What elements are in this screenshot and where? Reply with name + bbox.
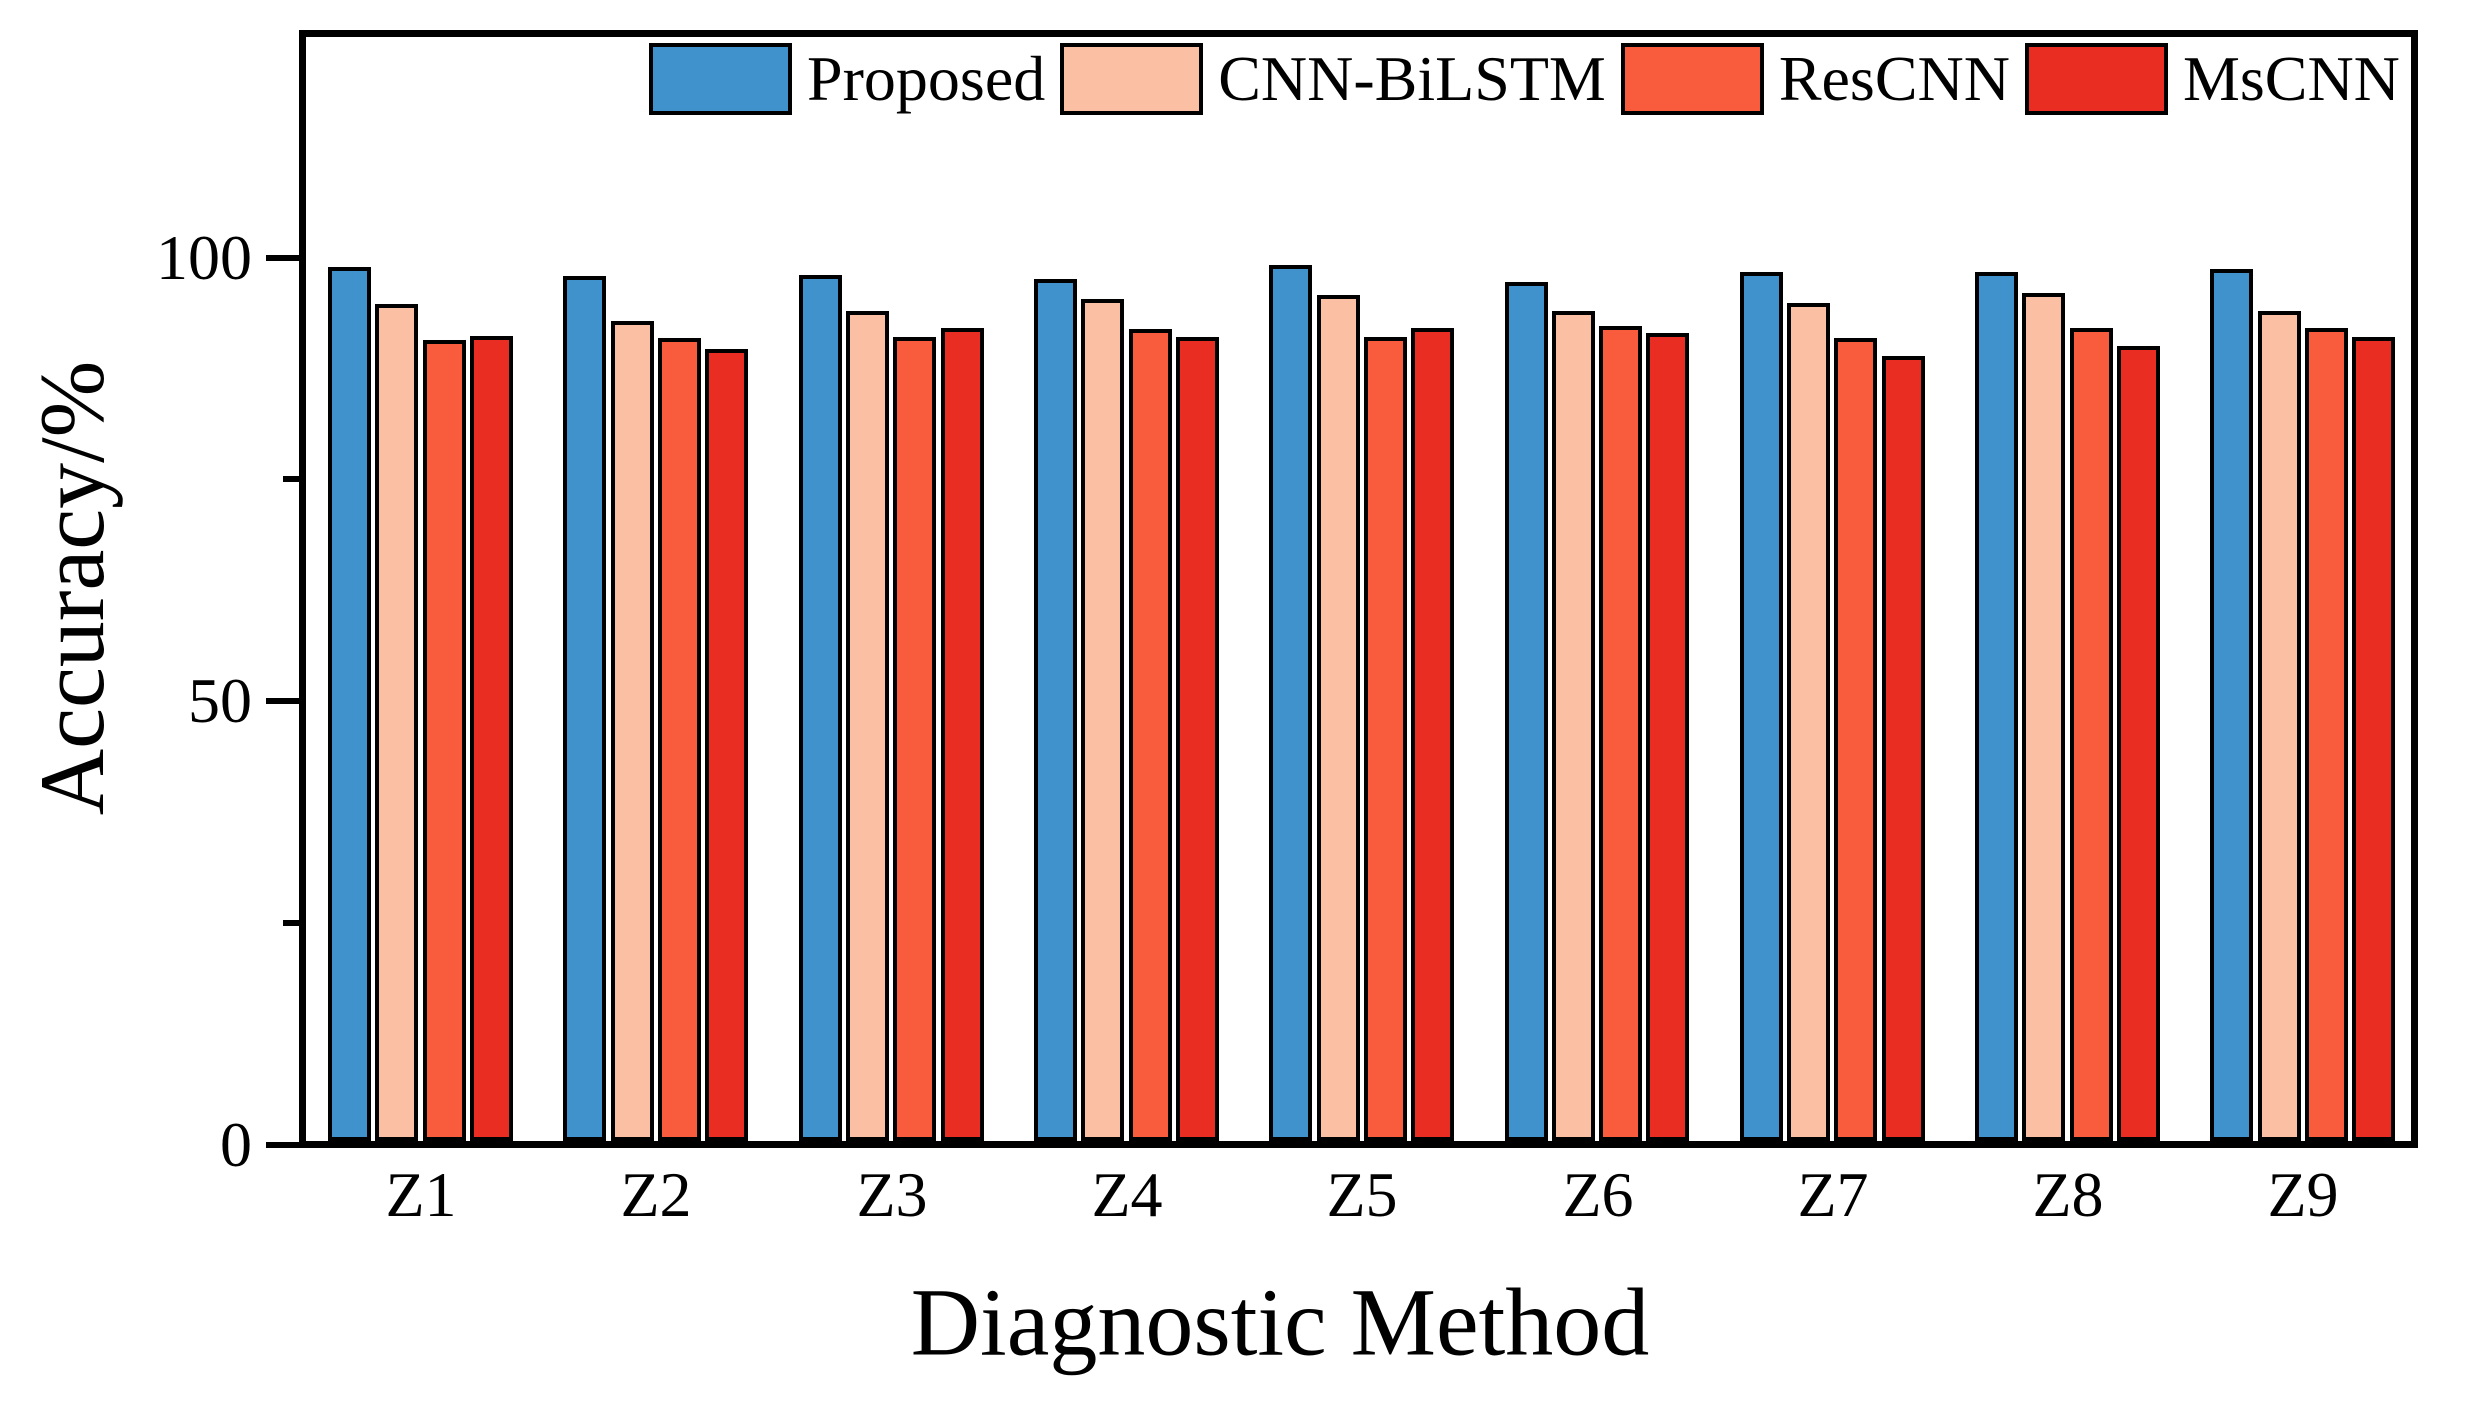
y-tick-label-0: 0 xyxy=(220,1109,252,1180)
bar-z7-mscnn xyxy=(1882,356,1925,1141)
y-tick-label-50: 50 xyxy=(188,665,252,736)
legend: Proposed CNN-BiLSTM ResCNN MsCNN xyxy=(649,43,2400,115)
bar-z6-mscnn xyxy=(1646,333,1689,1141)
bar-z6-proposed xyxy=(1505,282,1548,1141)
bar-z2-cnn-bilstm xyxy=(611,321,654,1141)
y-major-tick-50 xyxy=(266,698,299,704)
bar-z2-mscnn xyxy=(705,349,748,1141)
bar-z5-mscnn xyxy=(1411,328,1454,1141)
bar-z8-proposed xyxy=(1975,272,2018,1141)
bar-z8-mscnn xyxy=(2117,346,2160,1141)
bar-z8-cnn-bilstm xyxy=(2022,293,2065,1141)
legend-swatch-proposed xyxy=(649,43,792,115)
bar-z1-proposed xyxy=(328,267,371,1141)
bar-z3-cnn-bilstm xyxy=(846,311,889,1141)
bar-z5-rescnn xyxy=(1364,337,1407,1141)
x-tick-label-z5: Z5 xyxy=(1326,1159,1398,1230)
bar-z2-proposed xyxy=(563,276,606,1141)
legend-label-proposed: Proposed xyxy=(807,43,1046,114)
bar-z5-cnn-bilstm xyxy=(1317,295,1360,1141)
bar-z1-rescnn xyxy=(423,340,466,1141)
bar-z7-cnn-bilstm xyxy=(1787,303,1830,1141)
x-tick-label-z4: Z4 xyxy=(1091,1159,1163,1230)
bar-z7-rescnn xyxy=(1834,338,1877,1141)
x-tick-label-z8: Z8 xyxy=(2032,1159,2104,1230)
x-tick-label-z7: Z7 xyxy=(1797,1159,1869,1230)
bar-z5-proposed xyxy=(1269,265,1312,1141)
bar-z8-rescnn xyxy=(2070,328,2113,1141)
x-tick-label-z6: Z6 xyxy=(1562,1159,1634,1230)
y-major-tick-0 xyxy=(266,1142,299,1148)
legend-item-rescnn: ResCNN xyxy=(1620,43,2010,115)
bar-z4-cnn-bilstm xyxy=(1081,299,1124,1141)
bar-z1-mscnn xyxy=(470,336,513,1141)
bar-z1-cnn-bilstm xyxy=(375,304,418,1141)
legend-item-mscnn: MsCNN xyxy=(2024,43,2400,115)
x-tick-label-z3: Z3 xyxy=(856,1159,928,1230)
bar-z7-proposed xyxy=(1740,272,1783,1141)
bar-z9-cnn-bilstm xyxy=(2258,311,2301,1141)
bar-z9-mscnn xyxy=(2352,337,2395,1141)
x-tick-label-z1: Z1 xyxy=(385,1159,457,1230)
y-tick-label-100: 100 xyxy=(156,222,252,293)
bar-z3-mscnn xyxy=(941,328,984,1141)
bar-z4-rescnn xyxy=(1129,329,1172,1141)
y-axis-title: Accuracy/% xyxy=(21,360,123,816)
plot-area xyxy=(306,37,2411,1141)
bar-z3-rescnn xyxy=(893,337,936,1141)
bar-z3-proposed xyxy=(799,275,842,1141)
bar-z6-cnn-bilstm xyxy=(1552,311,1595,1141)
x-tick-label-z9: Z9 xyxy=(2267,1159,2339,1230)
legend-label-mscnn: MsCNN xyxy=(2182,43,2400,114)
legend-item-cnn-bilstm: CNN-BiLSTM xyxy=(1060,43,1606,115)
plot-frame xyxy=(299,30,2418,1148)
x-tick-label-z2: Z2 xyxy=(620,1159,692,1230)
legend-swatch-rescnn xyxy=(1620,43,1764,115)
legend-swatch-cnn-bilstm xyxy=(1060,43,1204,115)
bar-z4-mscnn xyxy=(1176,337,1219,1141)
bar-z4-proposed xyxy=(1034,279,1077,1141)
y-minor-tick-25 xyxy=(283,920,299,926)
bar-z6-rescnn xyxy=(1599,326,1642,1141)
legend-item-proposed: Proposed xyxy=(649,43,1045,115)
y-major-tick-100 xyxy=(266,255,299,261)
x-axis-title: Diagnostic Method xyxy=(910,1268,1650,1376)
bar-z2-rescnn xyxy=(658,338,701,1141)
y-minor-tick-75 xyxy=(283,476,299,482)
legend-label-rescnn: ResCNN xyxy=(1778,43,2010,114)
legend-swatch-mscnn xyxy=(2024,43,2168,115)
bar-z9-proposed xyxy=(2210,269,2253,1141)
bar-z9-rescnn xyxy=(2305,328,2348,1141)
legend-label-cnn-bilstm: CNN-BiLSTM xyxy=(1218,43,1606,114)
